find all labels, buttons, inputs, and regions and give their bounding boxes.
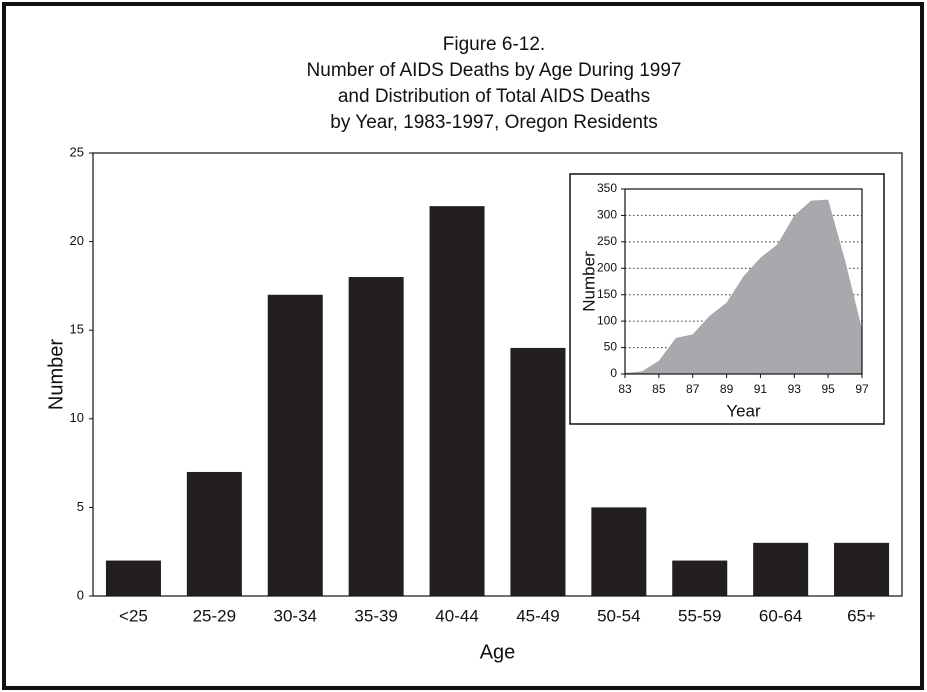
x-tick-label: 55-59: [678, 606, 721, 625]
chart-title: Figure 6-12.: [443, 34, 545, 55]
y-tick-label: 100: [597, 313, 617, 327]
plot-frame: [624, 188, 863, 375]
y-tick-label: 0: [610, 366, 617, 380]
bar: [348, 277, 404, 596]
x-tick-label: 40-44: [435, 606, 478, 625]
plot-frame: [92, 152, 903, 597]
x-tick-label: 65+: [847, 606, 876, 625]
y-tick-label: 25: [70, 144, 84, 159]
bar: [753, 542, 809, 596]
bar: [591, 507, 647, 596]
x-tick-label: 93: [788, 382, 802, 396]
x-tick-label: 60-64: [759, 606, 802, 625]
chart-title: by Year, 1983-1997, Oregon Residents: [330, 112, 657, 133]
x-tick-label: 83: [618, 382, 632, 396]
y-tick-label: 350: [597, 181, 617, 195]
y-tick-label: 150: [597, 287, 617, 301]
x-axis-label: Year: [726, 401, 761, 420]
y-tick-label: 5: [77, 499, 84, 514]
y-axis-label: Number: [579, 251, 598, 312]
x-tick-label: 30-34: [274, 606, 317, 625]
y-tick-label: 0: [77, 587, 84, 602]
chart-title: and Distribution of Total AIDS Deaths: [338, 86, 650, 107]
y-tick-label: 10: [70, 410, 84, 425]
x-tick-label: 91: [754, 382, 768, 396]
title-block: Figure 6-12. Number of AIDS Deaths by Ag…: [307, 34, 682, 133]
x-axis-label: Age: [480, 641, 516, 663]
x-tick-label: 25-29: [193, 606, 236, 625]
bar: [105, 560, 161, 596]
x-tick-label: 87: [686, 382, 700, 396]
bar: [672, 560, 728, 596]
x-tick-label: 85: [652, 382, 666, 396]
y-tick-label: 250: [597, 234, 617, 248]
bar: [834, 542, 890, 596]
x-tick-label: 50-54: [597, 606, 640, 625]
chart-title: Number of AIDS Deaths by Age During 1997: [307, 60, 682, 81]
bar: [510, 347, 566, 596]
y-tick-label: 50: [604, 340, 618, 354]
area: [625, 199, 862, 374]
x-tick-label: 89: [720, 382, 734, 396]
x-tick-label: 97: [855, 382, 869, 396]
y-tick-label: 200: [597, 260, 617, 274]
y-tick-label: 300: [597, 208, 617, 222]
x-tick-label: <25: [119, 606, 148, 625]
bar: [186, 471, 242, 596]
bar: [267, 294, 323, 596]
y-tick-label: 15: [70, 322, 84, 337]
y-tick-label: 20: [70, 233, 84, 248]
y-axis-label: Number: [45, 339, 67, 410]
bar: [429, 206, 485, 596]
x-tick-label: 45-49: [516, 606, 559, 625]
x-tick-label: 95: [821, 382, 835, 396]
x-tick-label: 35-39: [354, 606, 397, 625]
